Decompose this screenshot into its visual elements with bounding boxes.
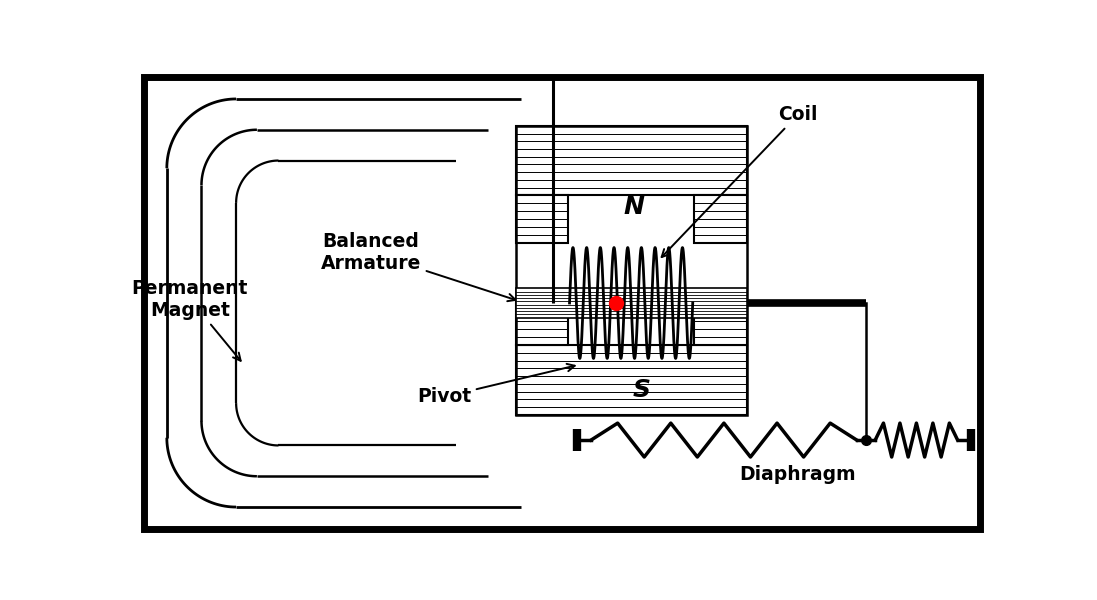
Text: N: N <box>623 195 644 219</box>
Bar <box>516 346 747 415</box>
Bar <box>516 289 747 317</box>
Bar <box>516 298 568 346</box>
Text: Diaphragm: Diaphragm <box>739 465 856 484</box>
FancyBboxPatch shape <box>145 77 980 529</box>
Bar <box>694 298 747 346</box>
Text: S: S <box>632 378 651 402</box>
Bar <box>694 195 747 243</box>
Bar <box>516 195 568 243</box>
Bar <box>516 126 747 195</box>
Bar <box>516 126 747 415</box>
Text: Coil: Coil <box>661 105 818 257</box>
Text: Pivot: Pivot <box>417 364 575 406</box>
Text: Balanced
Armature: Balanced Armature <box>320 232 516 301</box>
Text: Permanent
Magnet: Permanent Magnet <box>132 278 248 361</box>
